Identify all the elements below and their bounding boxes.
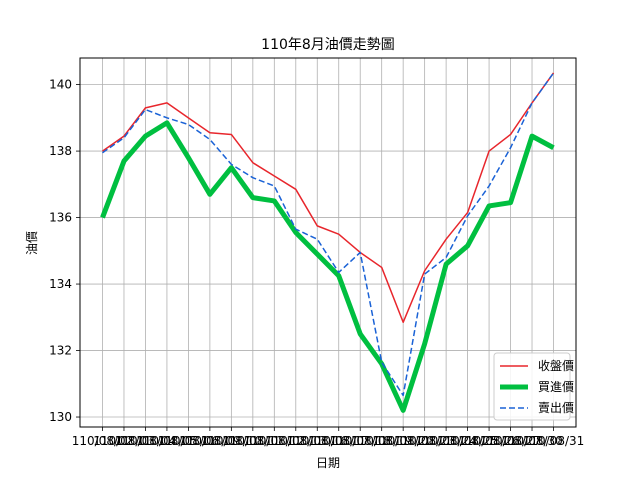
x-tick-label: 110/08/02: [72, 434, 134, 448]
chart-title: 110年8月油價走勢圖: [261, 36, 395, 53]
series-lines: [100, 72, 555, 413]
x-tick-label: 110/08/16: [286, 434, 348, 448]
x-tick-label: 110/08/27: [480, 434, 542, 448]
x-tick-label: 110/08/03: [93, 434, 155, 448]
series-line-3: [102, 72, 555, 397]
y-tick-label: 136: [49, 211, 72, 225]
x-tick-label: 110/08/10: [201, 434, 263, 448]
y-tick-label: 138: [49, 144, 72, 158]
x-tick-label: 110/08/05: [136, 434, 198, 448]
y-axis-ticks: 130 132 134 136 138 140: [49, 78, 80, 424]
x-tick-label: 110/08/31: [523, 434, 585, 448]
y-axis-title: 油價: [25, 231, 39, 255]
x-tick-label: 110/08/11: [222, 434, 284, 448]
y-tick-label: 132: [49, 344, 72, 358]
x-axis-ticks: 110/08/02110/08/03110/08/04110/08/05110/…: [72, 427, 585, 448]
x-tick-label: 110/08/13: [265, 434, 327, 448]
x-tick-label: 110/08/24: [415, 434, 477, 448]
legend-label-3: 賣出價: [538, 400, 574, 415]
x-tick-label: 110/08/06: [158, 434, 220, 448]
x-tick-label: 110/08/18: [329, 434, 391, 448]
plot-frame: [79, 57, 577, 428]
x-tick-label: 110/08/20: [372, 434, 434, 448]
x-tick-label: 110/08/12: [244, 434, 306, 448]
x-tick-label: 110/08/04: [115, 434, 177, 448]
x-tick-label: 110/08/30: [501, 434, 563, 448]
y-tick-label: 140: [49, 78, 72, 92]
x-tick-label: 110/08/19: [351, 434, 413, 448]
legend-label-2: 買進價: [538, 380, 574, 394]
x-tick-label: 110/08/17: [308, 434, 370, 448]
x-tick-label: 110/08/26: [458, 434, 520, 448]
x-tick-label: 110/08/23: [394, 434, 456, 448]
series-line-2: [100, 120, 555, 413]
x-tick-label: 110/08/09: [179, 434, 241, 448]
legend-label-1: 收盤價: [538, 359, 574, 373]
x-tick-label: 110/08/25: [437, 434, 499, 448]
y-tick-label: 130: [49, 410, 72, 424]
legend-box: [493, 352, 571, 421]
series-line-1: [102, 72, 555, 324]
x-axis-title: 日期: [316, 456, 340, 470]
y-tick-label: 134: [49, 277, 72, 291]
